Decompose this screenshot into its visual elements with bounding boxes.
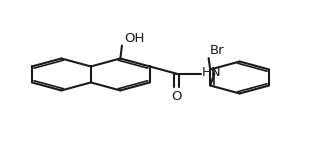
Text: OH: OH [125,32,145,45]
Text: Br: Br [210,44,225,57]
Text: HN: HN [202,66,222,79]
Text: O: O [171,90,182,103]
